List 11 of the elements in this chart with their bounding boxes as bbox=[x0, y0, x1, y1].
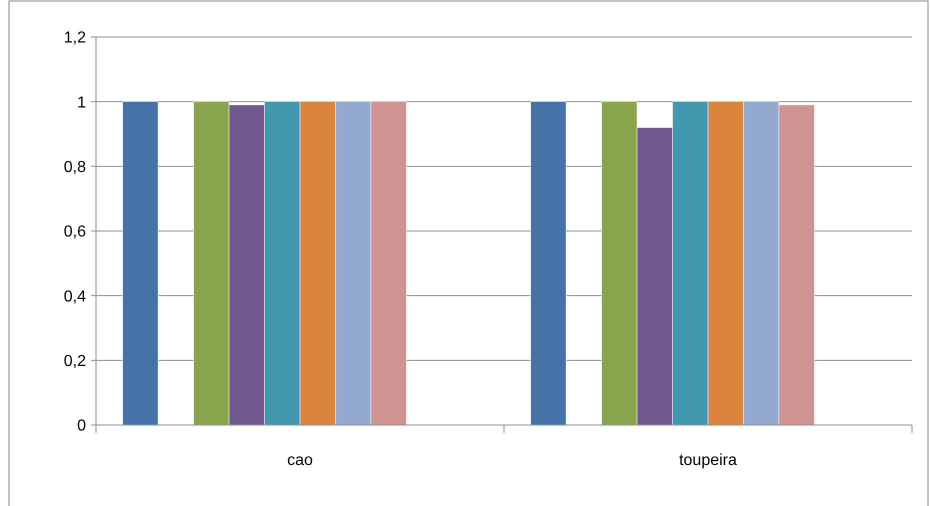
bar bbox=[530, 101, 566, 426]
bar bbox=[122, 101, 158, 426]
y-tick-label: 0,2 bbox=[64, 352, 86, 370]
y-tick-label: 1 bbox=[77, 94, 86, 112]
y-tick-label: 0,4 bbox=[64, 288, 86, 306]
y-tick-label: 0,8 bbox=[64, 158, 86, 176]
y-tick-label: 0 bbox=[77, 418, 86, 435]
y-tick-label: 0,6 bbox=[64, 224, 86, 241]
x-tick-label: cao bbox=[287, 452, 313, 469]
y-tick-label: 1,2 bbox=[64, 30, 86, 47]
x-tick-label: toupeira bbox=[679, 452, 738, 469]
